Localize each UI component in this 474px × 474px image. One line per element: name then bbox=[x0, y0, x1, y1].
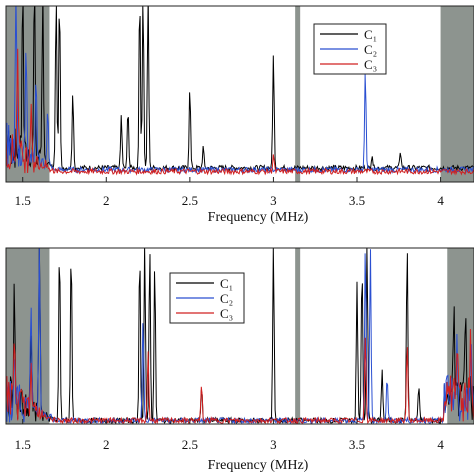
series-line-3 bbox=[6, 328, 474, 424]
x-tick-label: 3 bbox=[270, 193, 277, 208]
x-tick-label: 4 bbox=[437, 193, 444, 208]
x-tick-label: 1.5 bbox=[15, 437, 31, 452]
x-tick-label: 3.5 bbox=[349, 193, 365, 208]
series-line-2 bbox=[6, 6, 474, 175]
x-tick-label: 1.5 bbox=[15, 193, 31, 208]
x-axis-label: Frequency (MHz) bbox=[208, 210, 309, 225]
x-tick-label: 2.5 bbox=[182, 437, 198, 452]
legend-label: C₂ bbox=[220, 291, 233, 306]
legend-label: C₃ bbox=[220, 306, 233, 321]
series-line-1 bbox=[6, 6, 474, 173]
x-tick-label: 2.5 bbox=[182, 193, 198, 208]
shaded-band bbox=[295, 6, 301, 182]
x-tick-label: 4 bbox=[437, 437, 444, 452]
x-tick-label: 2 bbox=[103, 437, 110, 452]
x-tick-label: 3.5 bbox=[349, 437, 365, 452]
x-tick-label: 3 bbox=[270, 437, 277, 452]
legend-label: C₂ bbox=[364, 42, 377, 57]
x-axis-label: Frequency (MHz) bbox=[208, 458, 309, 473]
series-line-3 bbox=[6, 48, 474, 176]
shaded-band bbox=[440, 6, 474, 182]
legend-label: C₃ bbox=[364, 57, 377, 72]
legend-label: C₁ bbox=[220, 276, 233, 291]
series-line-1 bbox=[6, 248, 474, 424]
shaded-band bbox=[295, 248, 301, 424]
legend-label: C₁ bbox=[364, 27, 377, 42]
plot-frame bbox=[5, 5, 474, 183]
x-tick-label: 2 bbox=[103, 193, 110, 208]
plot-frame bbox=[5, 247, 474, 425]
